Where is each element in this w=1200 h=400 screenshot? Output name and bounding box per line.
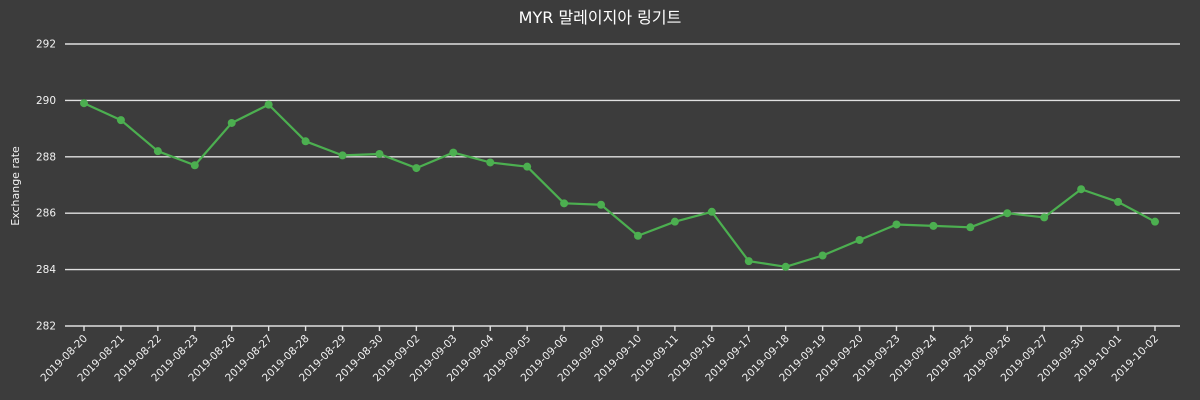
data-point <box>338 151 347 160</box>
data-point <box>1151 217 1159 226</box>
data-point <box>227 118 236 127</box>
data-point <box>523 162 532 171</box>
series-path <box>82 102 1157 268</box>
data-point <box>818 251 827 260</box>
chart-title: MYR 말레이지아 링기트 <box>519 8 682 27</box>
y-axis-label: Exchange rate <box>9 146 22 226</box>
y-tick-label: 288 <box>36 151 56 163</box>
y-tick-label: 282 <box>36 321 56 333</box>
data-point <box>707 207 716 216</box>
series-group <box>80 99 1159 271</box>
data-point <box>190 161 199 170</box>
data-point <box>116 116 125 125</box>
data-point <box>966 223 975 232</box>
data-point <box>781 262 790 271</box>
y-tick-label: 284 <box>36 264 56 276</box>
data-point <box>597 200 606 209</box>
data-point <box>1077 185 1086 194</box>
data-point <box>153 147 162 156</box>
data-point <box>892 220 901 229</box>
data-point <box>449 148 458 157</box>
data-point <box>264 100 273 109</box>
grid-lines <box>65 43 1180 327</box>
data-point <box>412 164 421 173</box>
data-point <box>301 137 310 146</box>
x-tick-labels: 2019-08-202019-08-212019-08-222019-08-23… <box>38 332 1161 384</box>
data-point <box>560 199 569 208</box>
data-point <box>1114 197 1123 206</box>
data-point <box>670 217 679 226</box>
data-point <box>1003 209 1012 218</box>
y-tick-label: 290 <box>36 95 56 107</box>
data-point <box>1040 213 1049 222</box>
data-point <box>744 257 753 266</box>
data-point <box>633 231 642 240</box>
y-tick-labels: 282 284 286 288 290 292 <box>36 39 56 333</box>
data-point <box>486 158 495 167</box>
data-point <box>929 221 938 230</box>
y-tick-label: 292 <box>36 39 56 51</box>
x-axis-ticks <box>83 326 1156 331</box>
data-point <box>855 235 864 244</box>
y-tick-label: 286 <box>36 208 56 220</box>
data-point <box>375 149 384 158</box>
data-point <box>80 99 88 108</box>
